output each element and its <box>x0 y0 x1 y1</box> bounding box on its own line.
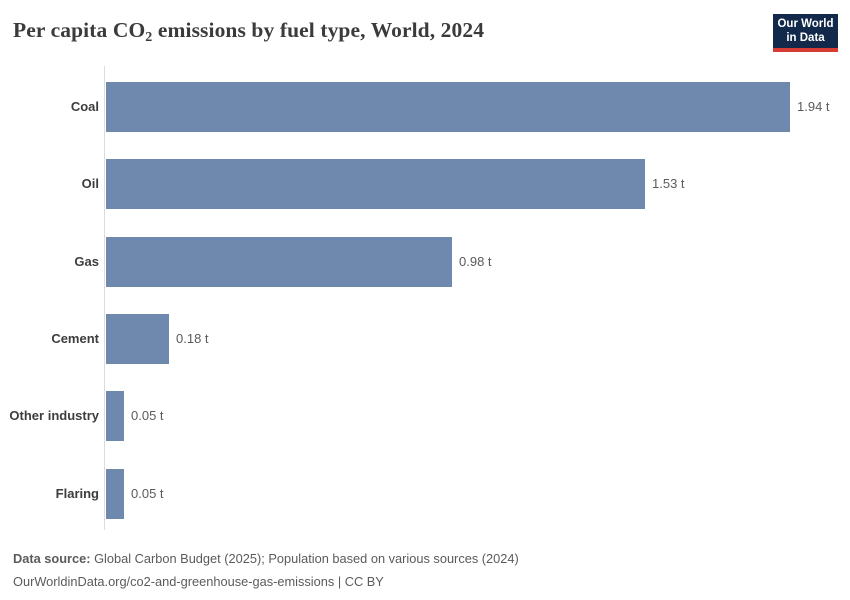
owid-logo-line2: in Data <box>786 32 825 44</box>
title-subscript: 2 <box>145 30 153 45</box>
attribution-line: OurWorldinData.org/co2-and-greenhouse-ga… <box>13 574 384 589</box>
category-label-flaring: Flaring <box>55 486 99 501</box>
category-label-oil: Oil <box>81 176 99 191</box>
data-source-label: Data source: <box>13 551 91 566</box>
title-prefix: Per capita CO <box>13 18 146 42</box>
bar-coal[interactable] <box>106 82 790 132</box>
value-label-cement: 0.18 t <box>176 331 209 346</box>
chart-footer: Data source: Global Carbon Budget (2025)… <box>13 547 833 593</box>
value-label-oil: 1.53 t <box>652 176 685 191</box>
data-source-text: Global Carbon Budget (2025); Population … <box>90 551 519 566</box>
bar-oil[interactable] <box>106 159 645 209</box>
owid-logo: Our World in Data <box>773 14 838 52</box>
title-suffix: emissions by fuel type, World, 2024 <box>152 18 485 42</box>
category-label-other-industry: Other industry <box>9 408 99 423</box>
bar-flaring[interactable] <box>106 469 124 519</box>
category-label-coal: Coal <box>70 99 99 114</box>
bar-cement[interactable] <box>106 314 169 364</box>
value-label-other-industry: 0.05 t <box>131 408 164 423</box>
bar-gas[interactable] <box>106 237 452 287</box>
plot-area: Coal 1.94 t Oil 1.53 t Gas 0.98 t Cement 0.18 t… <box>0 66 850 530</box>
value-label-flaring: 0.05 t <box>131 486 164 501</box>
bar-other-industry[interactable] <box>106 391 124 441</box>
y-axis-line <box>104 66 105 530</box>
category-label-gas: Gas <box>74 254 99 269</box>
owid-logo-line1: Our World <box>777 18 834 30</box>
value-label-coal: 1.94 t <box>797 99 830 114</box>
category-label-cement: Cement <box>51 331 99 346</box>
data-source-line: Data source: Global Carbon Budget (2025)… <box>13 547 833 570</box>
value-label-gas: 0.98 t <box>459 254 492 269</box>
page-title: Per capita CO2 emissions by fuel type, W… <box>13 16 753 45</box>
